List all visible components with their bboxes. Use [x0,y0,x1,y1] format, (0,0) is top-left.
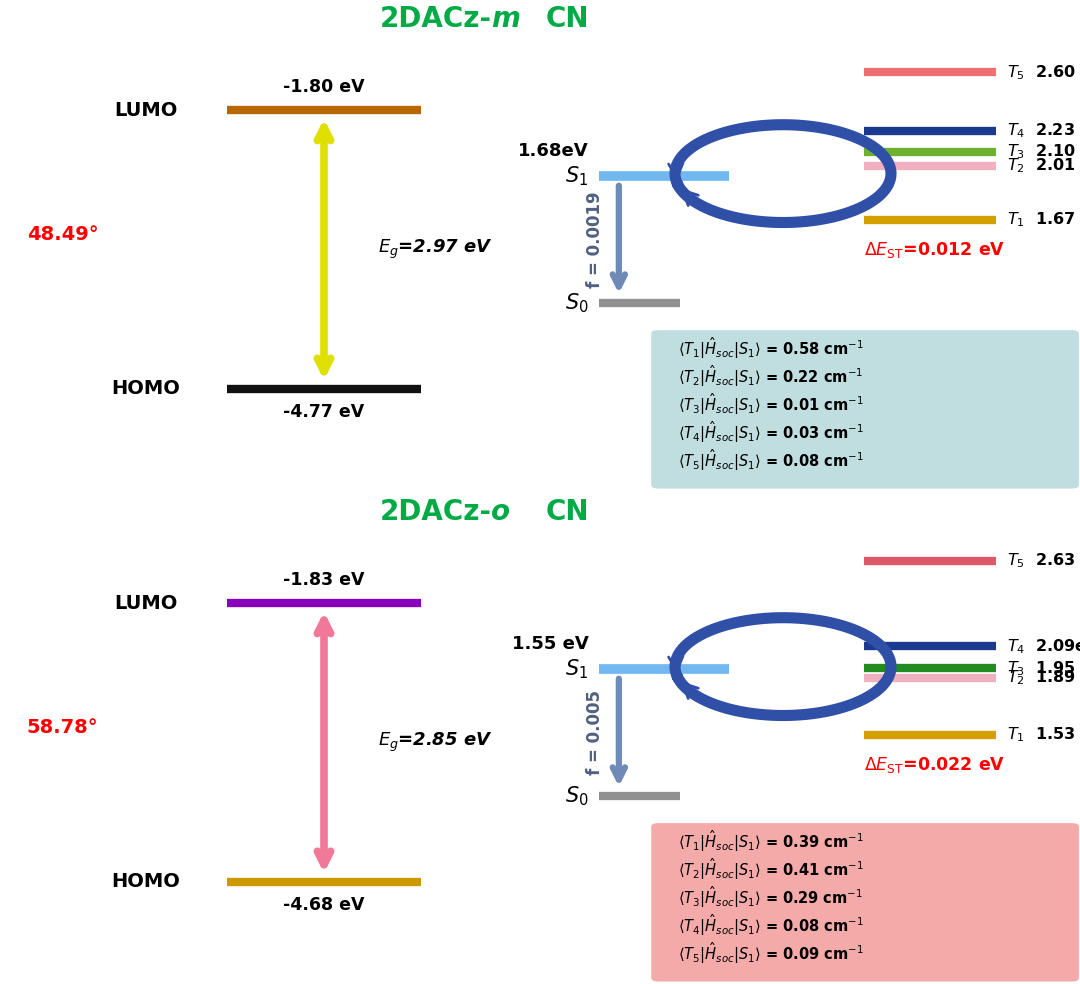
Text: CN: CN [545,5,589,32]
Text: $\langle T_2|\hat{H}_{soc}|S_1\rangle$ = 0.41 cm$^{-1}$: $\langle T_2|\hat{H}_{soc}|S_1\rangle$ =… [678,856,864,882]
FancyBboxPatch shape [651,330,1079,489]
Text: $E_g$=2.85 eV: $E_g$=2.85 eV [378,731,492,754]
Text: 1.68eV: 1.68eV [518,142,589,159]
FancyBboxPatch shape [651,823,1079,982]
Text: $\langle T_4|\hat{H}_{soc}|S_1\rangle$ = 0.08 cm$^{-1}$: $\langle T_4|\hat{H}_{soc}|S_1\rangle$ =… [678,912,864,938]
Text: f = 0.0019: f = 0.0019 [586,191,604,288]
Text: $T_5$  2.60 eV: $T_5$ 2.60 eV [1007,63,1080,82]
Text: $E_g$=2.97 eV: $E_g$=2.97 eV [378,238,492,261]
Text: $S_0$: $S_0$ [565,291,589,315]
Text: $\langle T_1|\hat{H}_{soc}|S_1\rangle$ = 0.39 cm$^{-1}$: $\langle T_1|\hat{H}_{soc}|S_1\rangle$ =… [678,829,864,854]
Text: $T_5$  2.63 eV: $T_5$ 2.63 eV [1007,551,1080,570]
Text: $S_0$: $S_0$ [565,784,589,808]
Text: HOMO: HOMO [111,872,180,892]
Text: $\Delta E_{\rm ST}$=0.012 eV: $\Delta E_{\rm ST}$=0.012 eV [864,240,1004,260]
Text: $\langle T_3|\hat{H}_{soc}|S_1\rangle$ = 0.29 cm$^{-1}$: $\langle T_3|\hat{H}_{soc}|S_1\rangle$ =… [678,884,863,910]
Text: $T_3$  2.10 eV: $T_3$ 2.10 eV [1007,143,1080,161]
Text: 2DACz-: 2DACz- [379,498,491,525]
Text: $\langle T_1|\hat{H}_{soc}|S_1\rangle$ = 0.58 cm$^{-1}$: $\langle T_1|\hat{H}_{soc}|S_1\rangle$ =… [678,336,864,361]
Text: HOMO: HOMO [111,379,180,399]
Text: 58.78°: 58.78° [27,718,98,737]
Text: 2DACz-: 2DACz- [379,5,491,32]
Text: $S_1$: $S_1$ [566,164,589,188]
Text: LUMO: LUMO [114,100,177,119]
Text: -4.77 eV: -4.77 eV [283,403,365,421]
Text: $T_3$  1.95 eV: $T_3$ 1.95 eV [1007,659,1080,678]
Text: -4.68 eV: -4.68 eV [283,896,365,914]
Text: $\Delta E_{\rm ST}$=0.022 eV: $\Delta E_{\rm ST}$=0.022 eV [864,755,1004,775]
Text: LUMO: LUMO [114,593,177,612]
Text: m: m [491,5,521,32]
Text: CN: CN [545,498,589,525]
Text: $T_1$  1.67 eV: $T_1$ 1.67 eV [1007,211,1080,229]
Text: $\langle T_5|\hat{H}_{soc}|S_1\rangle$ = 0.09 cm$^{-1}$: $\langle T_5|\hat{H}_{soc}|S_1\rangle$ =… [678,940,864,965]
Text: $T_4$  2.09eV: $T_4$ 2.09eV [1007,637,1080,655]
Text: 1.55 eV: 1.55 eV [512,635,589,652]
Text: -1.80 eV: -1.80 eV [283,79,365,96]
Text: $S_1$: $S_1$ [566,657,589,681]
Text: $T_2$  1.89 eV: $T_2$ 1.89 eV [1007,668,1080,687]
Text: $T_1$  1.53 eV: $T_1$ 1.53 eV [1007,725,1080,744]
Text: $\langle T_2|\hat{H}_{soc}|S_1\rangle$ = 0.22 cm$^{-1}$: $\langle T_2|\hat{H}_{soc}|S_1\rangle$ =… [678,363,864,389]
Text: $\langle T_4|\hat{H}_{soc}|S_1\rangle$ = 0.03 cm$^{-1}$: $\langle T_4|\hat{H}_{soc}|S_1\rangle$ =… [678,419,864,445]
Text: $\langle T_5|\hat{H}_{soc}|S_1\rangle$ = 0.08 cm$^{-1}$: $\langle T_5|\hat{H}_{soc}|S_1\rangle$ =… [678,447,864,472]
Text: $T_4$  2.23 eV: $T_4$ 2.23 eV [1007,122,1080,141]
Text: f = 0.005: f = 0.005 [586,690,604,775]
Text: $T_2$  2.01 eV: $T_2$ 2.01 eV [1007,156,1080,175]
Text: o: o [491,498,511,525]
Text: -1.83 eV: -1.83 eV [283,572,365,589]
Text: 48.49°: 48.49° [27,225,98,244]
Text: $\langle T_3|\hat{H}_{soc}|S_1\rangle$ = 0.01 cm$^{-1}$: $\langle T_3|\hat{H}_{soc}|S_1\rangle$ =… [678,391,864,417]
